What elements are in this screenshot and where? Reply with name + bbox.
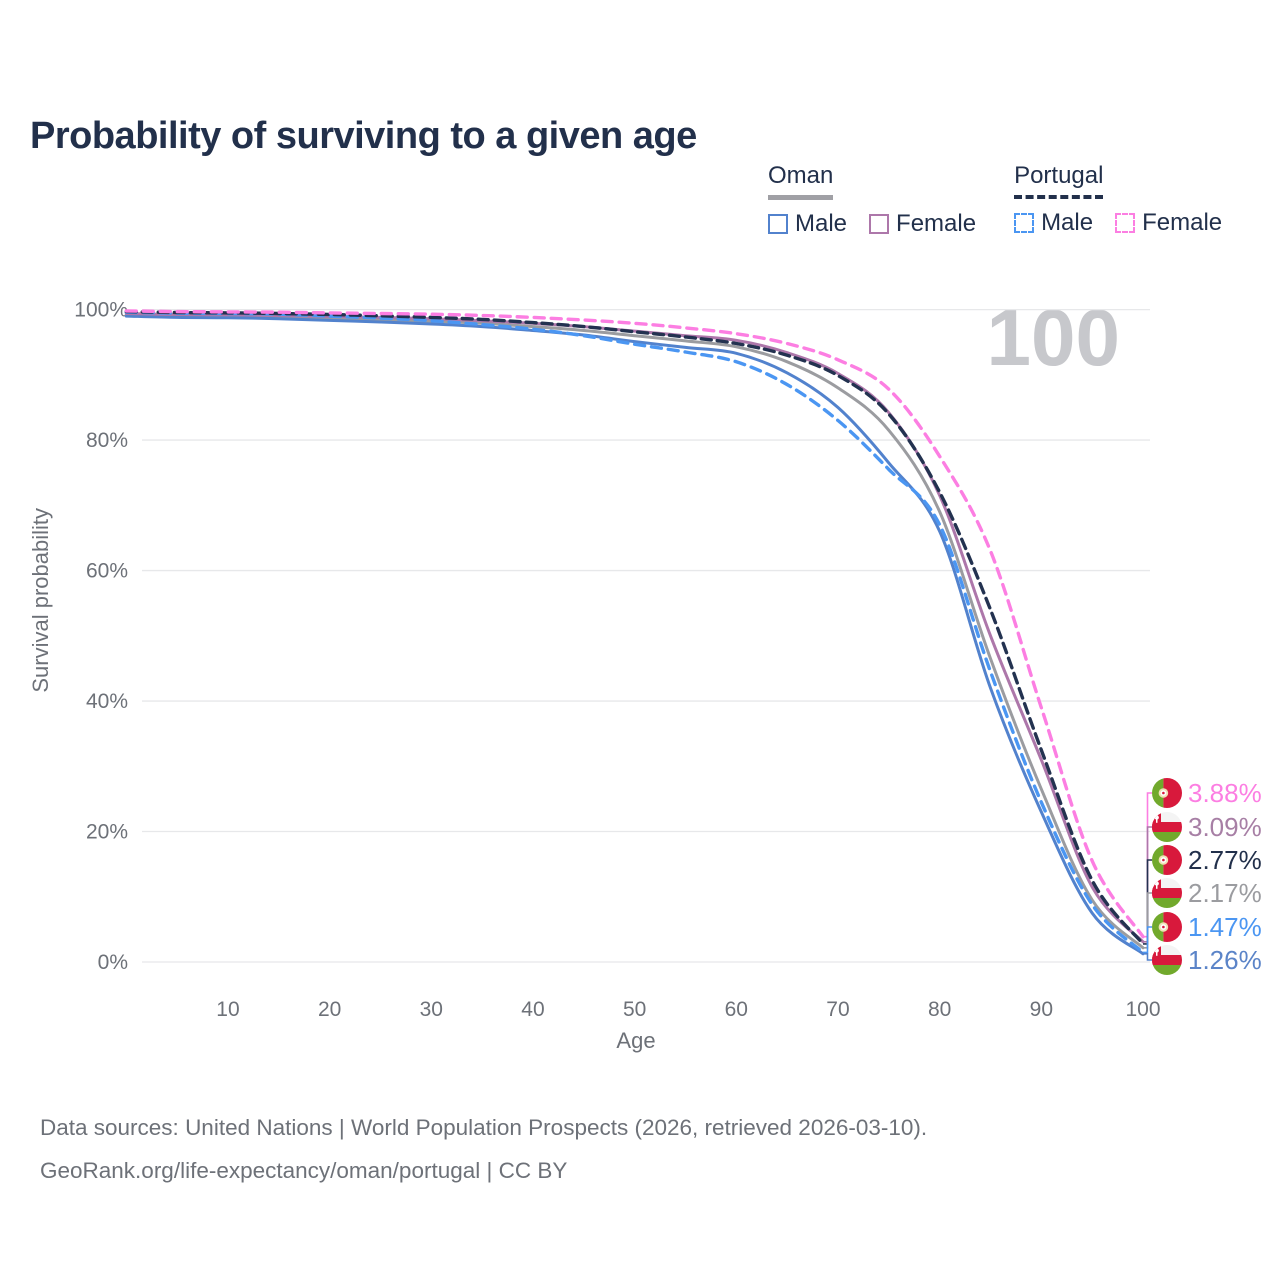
end-label-portugal-male: 1.47% bbox=[1188, 912, 1262, 942]
flag-emblem-khanjar bbox=[1154, 948, 1159, 953]
legend-item-label: Male bbox=[1041, 209, 1094, 236]
x-tick-label-50: 50 bbox=[623, 998, 646, 1021]
legend-item-label: Female bbox=[896, 210, 977, 237]
y-tick-label-20: 20% bbox=[86, 821, 128, 844]
x-tick-label-90: 90 bbox=[1030, 998, 1053, 1021]
legend-item-portugal-male[interactable]: Male bbox=[1014, 209, 1093, 237]
legend-country-label: Oman bbox=[768, 162, 834, 200]
flag-art bbox=[1152, 845, 1182, 875]
y-tick-label-40: 40% bbox=[86, 690, 128, 713]
watermark-age-100: 100 bbox=[986, 293, 1120, 382]
flag-emblem-blade bbox=[1156, 885, 1158, 889]
flag-red-field bbox=[1163, 912, 1182, 942]
end-label-oman-total: 2.17% bbox=[1188, 878, 1262, 908]
legend-swatch-icon bbox=[1115, 213, 1136, 233]
end-label-portugal-total: 2.77% bbox=[1188, 845, 1262, 875]
series-line-portugal-total bbox=[124, 309, 1145, 946]
y-axis-title: Survival probability bbox=[28, 508, 53, 693]
legend-items: Male Female bbox=[1014, 209, 1222, 237]
oman-flag-icon bbox=[1152, 878, 1182, 908]
y-tick-label-100: 100% bbox=[74, 299, 128, 322]
flag-red-stripe bbox=[1152, 822, 1182, 832]
footer-attribution: Data sources: United Nations | World Pop… bbox=[40, 1106, 927, 1192]
x-tick-label-70: 70 bbox=[826, 998, 849, 1021]
flag-white-stripe bbox=[1152, 812, 1182, 822]
footer-link: GeoRank.org/life-expectancy/oman/portuga… bbox=[40, 1158, 568, 1183]
x-tick-label-60: 60 bbox=[725, 998, 748, 1021]
flag-green-stripe bbox=[1152, 965, 1182, 975]
footer-data-sources: Data sources: United Nations | World Pop… bbox=[40, 1115, 928, 1140]
series-line-oman-total bbox=[124, 313, 1145, 950]
flag-red-stripe bbox=[1152, 955, 1182, 965]
portugal-flag-icon bbox=[1152, 778, 1182, 808]
x-tick-label-20: 20 bbox=[318, 998, 341, 1021]
series-line-oman-male bbox=[124, 314, 1145, 956]
legend-swatch-icon bbox=[869, 214, 890, 234]
flag-art bbox=[1152, 878, 1182, 908]
flag-art bbox=[1152, 778, 1182, 808]
flag-green-band bbox=[1152, 912, 1164, 942]
flag-art bbox=[1152, 912, 1182, 942]
flag-green-stripe bbox=[1152, 832, 1182, 842]
end-label-oman-male: 1.26% bbox=[1188, 945, 1262, 975]
flag-emblem-dot bbox=[1162, 925, 1165, 929]
legend-items: Male Female bbox=[768, 210, 976, 238]
legend-swatch-icon bbox=[1014, 213, 1035, 233]
flag-red-field bbox=[1163, 778, 1182, 808]
x-tick-label-40: 40 bbox=[521, 998, 544, 1021]
end-label-portugal-female: 3.88% bbox=[1188, 778, 1262, 808]
x-axis-title: Age bbox=[616, 1028, 656, 1053]
flag-emblem-khanjar bbox=[1154, 815, 1159, 820]
legend-item-oman-male[interactable]: Male bbox=[768, 210, 847, 238]
x-tick-label-30: 30 bbox=[420, 998, 443, 1021]
legend-group-portugal: Portugal Male Female bbox=[1014, 162, 1222, 238]
x-tick-label-80: 80 bbox=[928, 998, 951, 1021]
leader-line-portugal-male bbox=[1143, 926, 1152, 954]
legend-item-label: Female bbox=[1142, 209, 1223, 236]
page-title: Probability of surviving to a given age bbox=[30, 115, 697, 158]
flag-green-band bbox=[1152, 845, 1164, 875]
flag-art bbox=[1152, 812, 1182, 842]
flag-art bbox=[1152, 945, 1182, 975]
leader-line-oman-total bbox=[1143, 892, 1152, 949]
legend-country-label: Portugal bbox=[1014, 162, 1104, 199]
series-line-portugal-male bbox=[124, 310, 1145, 955]
flag-red-field bbox=[1163, 845, 1182, 875]
portugal-flag-icon bbox=[1152, 912, 1182, 942]
flag-red-stripe bbox=[1152, 888, 1182, 898]
oman-flag-icon bbox=[1152, 945, 1182, 975]
flag-emblem-dot bbox=[1162, 858, 1165, 862]
oman-flag-icon bbox=[1152, 812, 1182, 842]
series-line-portugal-female bbox=[124, 309, 1145, 939]
x-tick-label-10: 10 bbox=[216, 998, 239, 1021]
y-tick-label-0: 0% bbox=[98, 951, 128, 974]
portugal-flag-icon bbox=[1152, 845, 1182, 875]
chart-legend: Oman Male Female Portugal Male Female bbox=[768, 162, 1222, 238]
flag-emblem-blade bbox=[1156, 819, 1158, 823]
y-tick-label-60: 60% bbox=[86, 560, 128, 583]
series-line-oman-female bbox=[124, 312, 1145, 944]
flag-emblem-khanjar bbox=[1154, 881, 1159, 886]
legend-item-oman-female[interactable]: Female bbox=[869, 210, 976, 238]
legend-item-label: Male bbox=[795, 210, 848, 237]
flag-white-stripe bbox=[1152, 878, 1182, 888]
flag-green-band bbox=[1152, 778, 1164, 808]
legend-group-oman: Oman Male Female bbox=[768, 162, 976, 238]
flag-emblem-blade bbox=[1156, 952, 1158, 956]
leader-line-oman-male bbox=[1143, 953, 1152, 961]
y-tick-label-80: 80% bbox=[86, 429, 128, 452]
flag-white-stripe bbox=[1152, 945, 1182, 955]
flag-emblem-dot bbox=[1162, 791, 1165, 795]
end-label-oman-female: 3.09% bbox=[1188, 812, 1262, 842]
x-tick-label-100: 100 bbox=[1125, 998, 1160, 1021]
legend-swatch-icon bbox=[768, 214, 788, 234]
flag-green-stripe bbox=[1152, 898, 1182, 908]
legend-item-portugal-female[interactable]: Female bbox=[1115, 209, 1222, 237]
